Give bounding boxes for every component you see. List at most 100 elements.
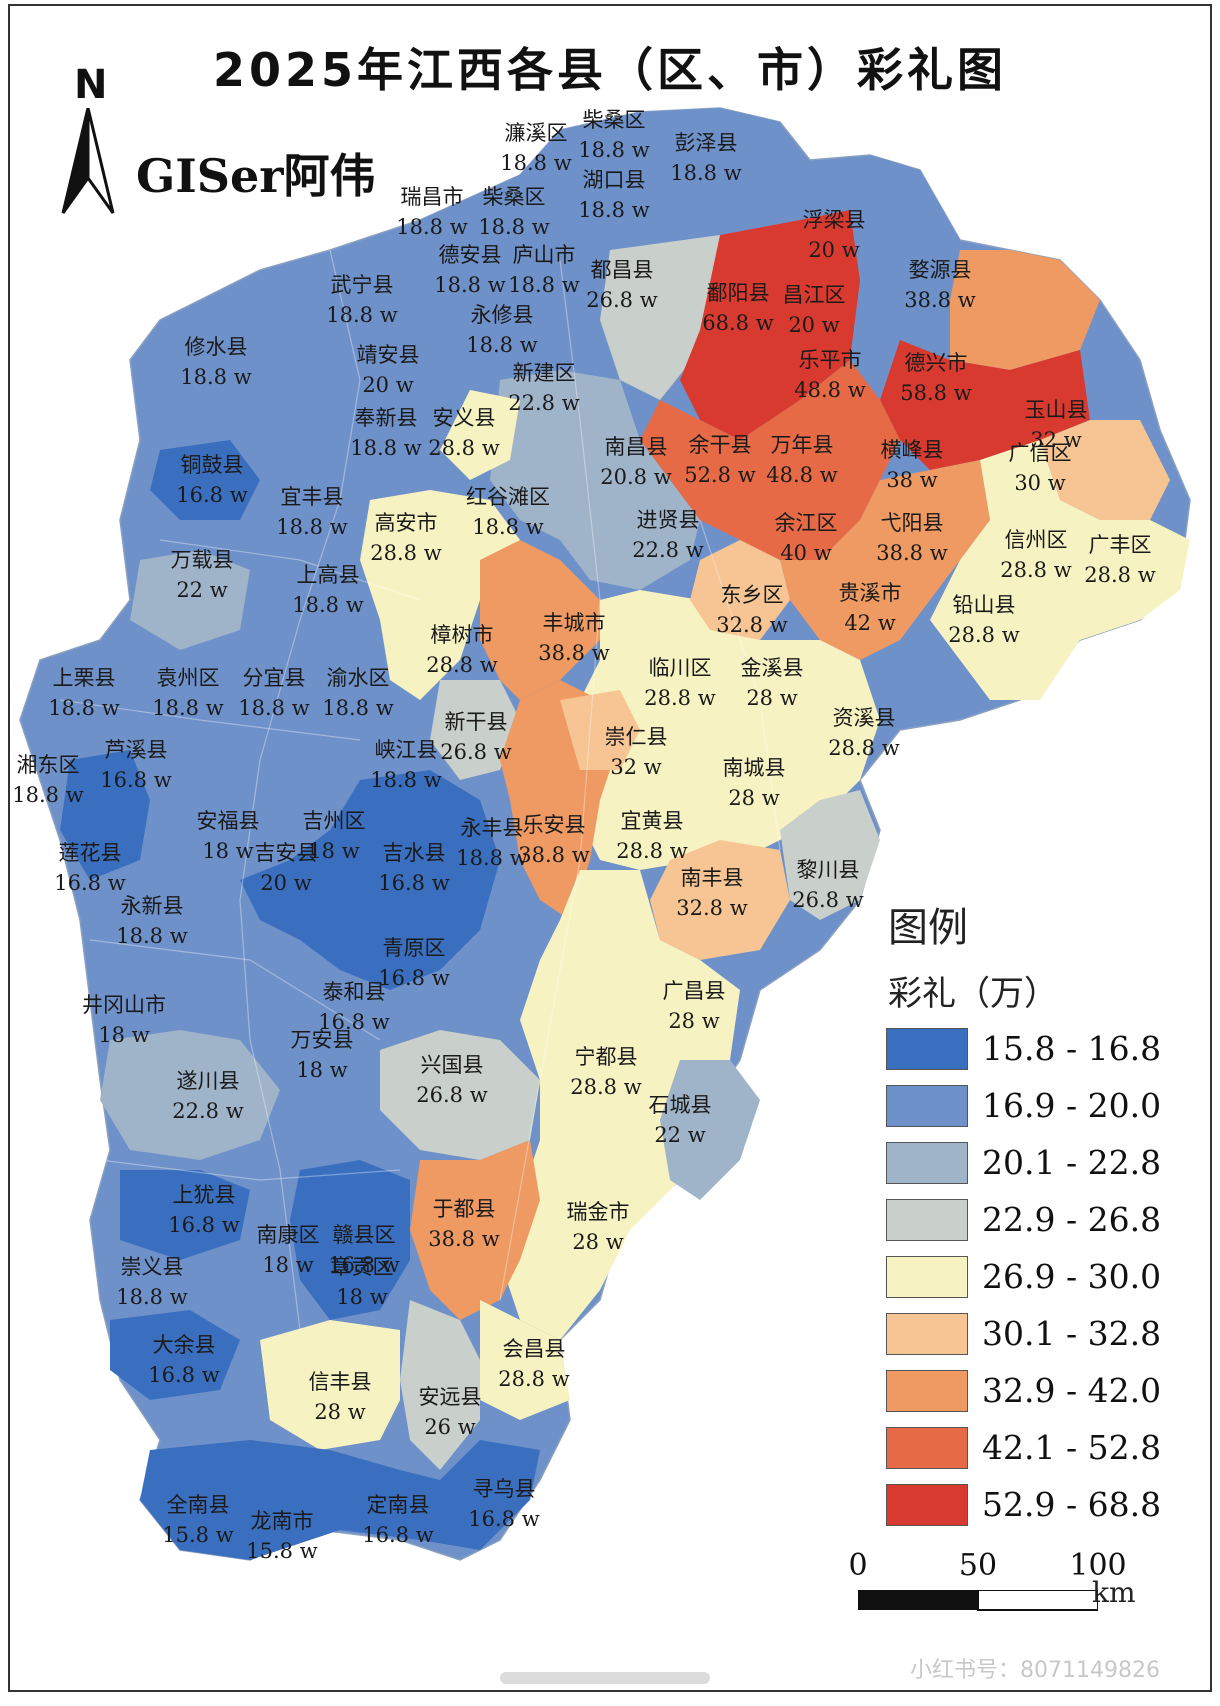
county-value: 16.8 w (148, 1363, 220, 1387)
county-name: 吉安县 (254, 841, 318, 865)
region-longnan (140, 1440, 540, 1560)
county-name: 龙南市 (250, 1509, 314, 1533)
county-label: 南昌县 20.8 w (600, 432, 671, 492)
county-name: 南城县 (722, 756, 786, 780)
county-label: 分宜县 18.8 w (238, 663, 309, 723)
region-huichang (480, 1300, 570, 1420)
legend-swatch (886, 1313, 968, 1355)
county-label: 新干县 26.8 w (440, 707, 511, 767)
county-value: 38.8 w (876, 541, 948, 565)
county-value: 48.8 w (794, 378, 866, 402)
county-label: 广丰区 28.8 w (1084, 530, 1155, 590)
county-value: 18 w (262, 1253, 314, 1277)
county-label: 德兴市 58.8 w (900, 348, 971, 408)
county-value: 18.8 w (434, 273, 506, 297)
county-label: 大余县 16.8 w (148, 1330, 219, 1390)
county-label: 吉水县 16.8 w (378, 838, 449, 898)
county-value: 18.8 w (326, 303, 398, 327)
county-label: 濂溪区 18.8 w (500, 118, 571, 178)
county-label: 定南县 16.8 w (362, 1490, 433, 1550)
map-title: 2025年江西各县（区、市）彩礼图 (212, 43, 1008, 97)
county-label: 袁州区 18.8 w (152, 663, 223, 723)
county-name: 芦溪县 (104, 738, 168, 762)
county-value: 16.8 w (362, 1523, 434, 1547)
county-label: 东乡区 32.8 w (716, 580, 787, 640)
county-label: 广信区 30 w (1009, 438, 1072, 498)
county-label: 广昌县 28 w (663, 976, 726, 1036)
county-value: 32.8 w (716, 613, 788, 637)
county-label: 崇义县 18.8 w (116, 1252, 187, 1312)
region-shicheng (660, 1060, 760, 1200)
county-value: 18.8 w (578, 138, 650, 162)
county-name: 信丰县 (308, 1370, 372, 1394)
county-name: 德兴市 (904, 351, 968, 375)
region-anyi (440, 390, 520, 480)
county-value: 15.8 w (246, 1539, 318, 1563)
county-value: 22.8 w (508, 391, 580, 415)
county-value: 18.8 w (12, 783, 84, 807)
county-value: 18 w (336, 1285, 388, 1309)
county-label: 贵溪市 42 w (839, 578, 902, 638)
scroll-handle[interactable] (500, 1672, 710, 1684)
county-value: 28 w (728, 786, 780, 810)
county-value: 18 w (296, 1058, 348, 1082)
legend-range: 16.9 - 20.0 (982, 1086, 1162, 1125)
county-name: 樟树市 (430, 623, 494, 647)
region-lichuan (780, 790, 880, 920)
county-value: 18.8 w (238, 696, 310, 720)
county-name: 于都县 (432, 1197, 496, 1221)
legend-swatch (886, 1085, 968, 1127)
county-value: 26.8 w (792, 888, 864, 912)
county-label: 余干县 52.8 w (684, 430, 755, 490)
county-name: 柴桑区 (482, 185, 546, 209)
county-label: 信州区 28.8 w (1000, 525, 1071, 585)
county-value: 22 w (176, 578, 228, 602)
county-name: 章贡区 (330, 1255, 394, 1279)
county-label: 莲花县 16.8 w (54, 838, 125, 898)
county-name: 新干县 (444, 710, 508, 734)
county-name: 赣县区 (332, 1223, 396, 1247)
region-shangrao (930, 440, 1190, 700)
county-label: 湖口县 18.8 w (578, 165, 649, 225)
region-jishui (240, 770, 500, 990)
county-name: 宁都县 (574, 1045, 638, 1069)
county-label: 安福县 18 w (197, 806, 260, 866)
county-label: 丰城市 38.8 w (538, 608, 609, 668)
region-dexing (880, 340, 1090, 470)
county-label: 万年县 48.8 w (766, 430, 837, 490)
county-value: 28 w (746, 686, 798, 710)
county-name: 大余县 (152, 1333, 216, 1357)
county-label: 柴桑区 18.8 w (478, 182, 549, 242)
legend-swatch (886, 1427, 968, 1469)
county-name: 永修县 (470, 303, 534, 327)
county-label: 铜鼓县 16.8 w (176, 450, 247, 510)
county-label: 修水县 18.8 w (180, 332, 251, 392)
county-name: 宜黄县 (620, 809, 684, 833)
county-name: 广昌县 (662, 979, 726, 1003)
county-name: 青原区 (382, 936, 446, 960)
legend-range: 42.1 - 52.8 (982, 1428, 1162, 1467)
county-label: 樟树市 28.8 w (426, 620, 497, 680)
county-label: 彭泽县 18.8 w (670, 128, 741, 188)
county-name: 定南县 (366, 1493, 430, 1517)
county-name: 莲花县 (58, 841, 122, 865)
county-name: 南丰县 (680, 866, 744, 890)
county-value: 18.8 w (508, 273, 580, 297)
county-label: 弋阳县 38.8 w (876, 508, 947, 568)
county-value: 16.8 w (468, 1507, 540, 1531)
county-label: 上高县 18.8 w (292, 560, 363, 620)
county-label: 武宁县 18.8 w (326, 270, 397, 330)
county-name: 万安县 (290, 1028, 354, 1052)
county-label: 玉山县 32 w (1025, 395, 1088, 455)
region-nanchang (490, 370, 700, 590)
legend-range: 20.1 - 22.8 (982, 1143, 1162, 1182)
county-name: 进贤县 (636, 508, 700, 532)
county-value: 42 w (844, 611, 896, 635)
county-name: 临川区 (648, 656, 712, 680)
county-name: 上栗县 (52, 666, 116, 690)
county-name: 宜丰县 (280, 485, 344, 509)
county-name: 靖安县 (356, 343, 420, 367)
county-value: 16.8 w (378, 966, 450, 990)
county-value: 32.8 w (676, 896, 748, 920)
scale-label-50: 50 (958, 1548, 998, 1583)
